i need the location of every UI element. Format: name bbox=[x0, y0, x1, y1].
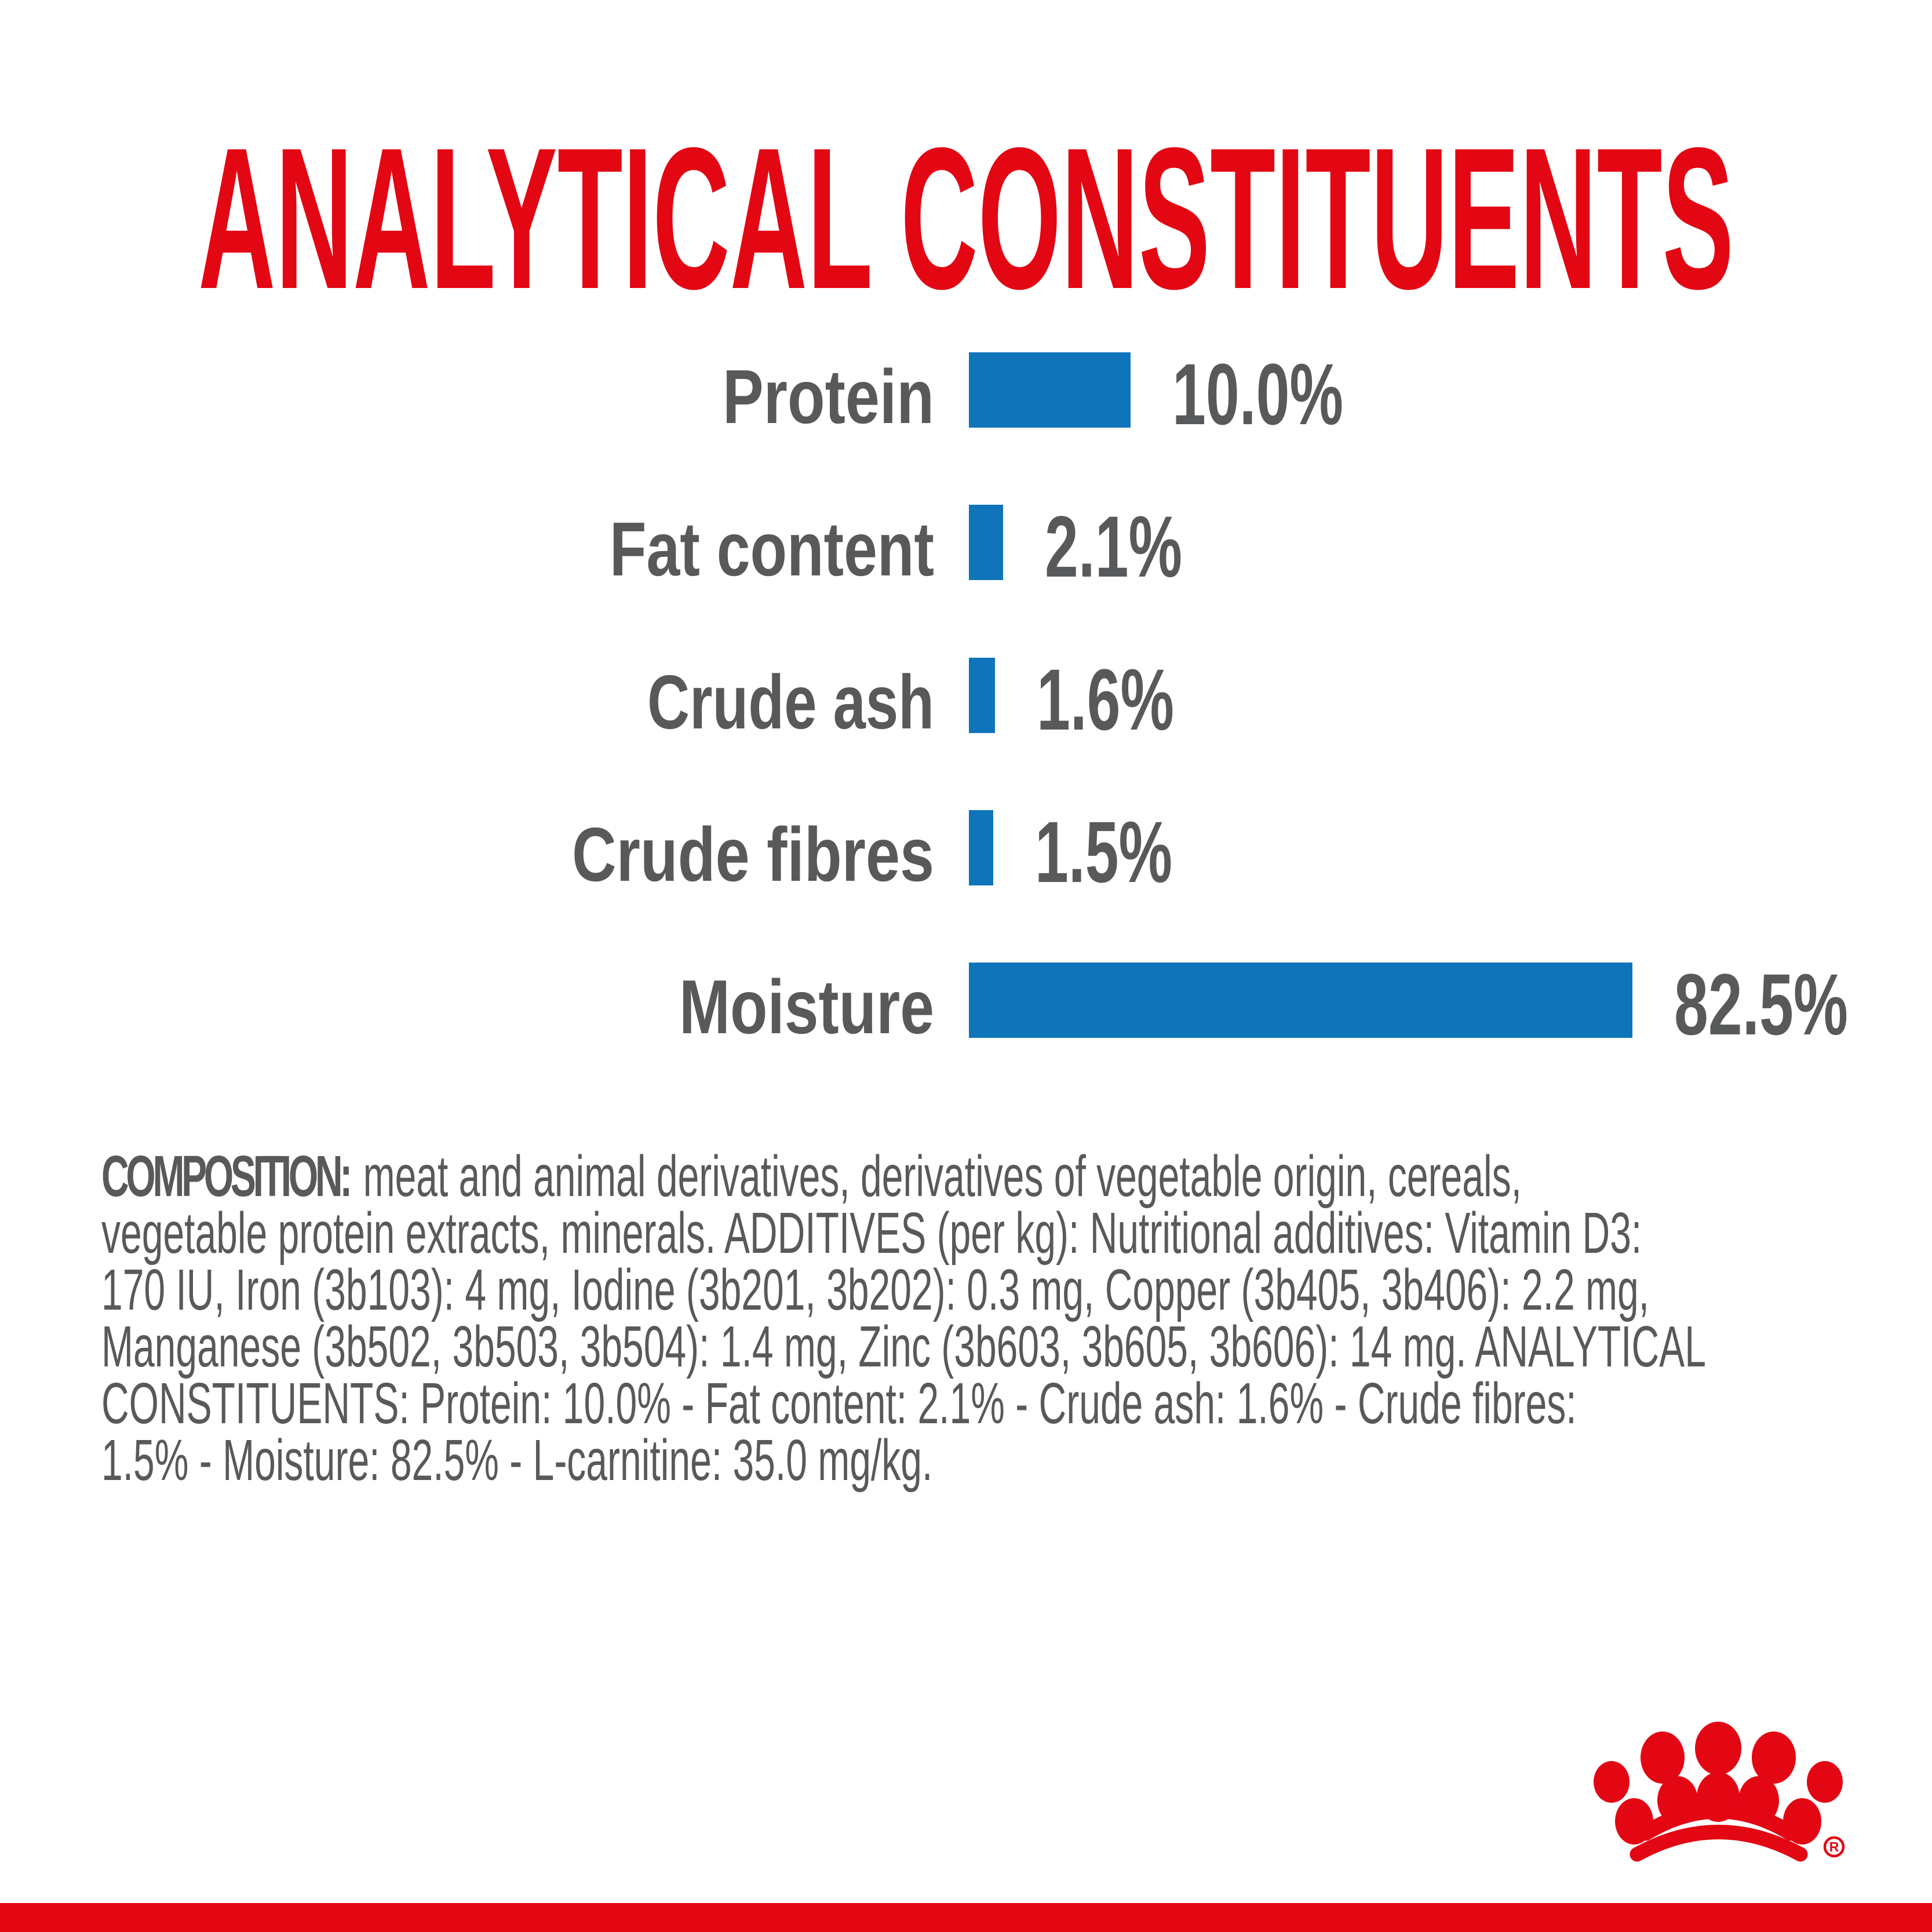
bar-label-crude-fibres: Crude fibres bbox=[572, 812, 934, 897]
crown-dot-icon bbox=[1641, 1731, 1685, 1784]
svg-text:R: R bbox=[1829, 1839, 1839, 1854]
bar-value-fat-content: 2.1% bbox=[1045, 498, 1182, 595]
crown-arc-lower bbox=[1630, 1825, 1808, 1862]
chart-row-crude-ash: Crude ash 1.6% bbox=[647, 651, 1174, 748]
chart-row-protein: Protein 10.0% bbox=[723, 345, 1343, 443]
crown-dot-icon bbox=[1695, 1722, 1741, 1775]
bar-fat-content bbox=[969, 505, 1003, 580]
composition-line: COMPOSITION: meat and animal derivatives… bbox=[101, 1147, 1784, 1205]
bar-value-moisture: 82.5% bbox=[1674, 956, 1848, 1053]
composition-line-text: meat and animal derivatives, derivatives… bbox=[352, 1144, 1522, 1209]
page-title: ANALYTICAL CONSTITUENTS bbox=[198, 105, 1734, 331]
bar-label-moisture: Moisture bbox=[679, 964, 934, 1049]
bar-value-crude-ash: 1.6% bbox=[1037, 651, 1174, 748]
registered-trademark-icon: R bbox=[1823, 1836, 1845, 1858]
bar-label-fat-content: Fat content bbox=[610, 506, 934, 592]
chart-row-moisture: Moisture 82.5% bbox=[679, 956, 1848, 1053]
composition-line: 170 IU, Iron (3b103): 4 mg, Iodine (3b20… bbox=[101, 1257, 1650, 1322]
bar-label-crude-ash: Crude ash bbox=[647, 659, 934, 745]
crown-arc-upper bbox=[1638, 1803, 1799, 1841]
composition-line: 1.5% - Moisture: 82.5% - L-carnitine: 35… bbox=[101, 1428, 933, 1493]
bar-crude-ash bbox=[969, 658, 995, 733]
footer-red-bar bbox=[0, 1903, 1932, 1932]
bar-value-protein: 10.0% bbox=[1172, 345, 1343, 443]
crown-dot-icon bbox=[1752, 1731, 1796, 1784]
bar-moisture bbox=[969, 963, 1632, 1038]
bar-crude-fibres bbox=[969, 810, 993, 885]
crown-dot-icon bbox=[1807, 1761, 1843, 1803]
composition-bold-lead: COMPOSITION: bbox=[101, 1144, 352, 1209]
composition-paragraph: COMPOSITION: meat and animal derivatives… bbox=[101, 1147, 1784, 1493]
bar-protein bbox=[969, 352, 1131, 428]
chart-row-fat-content: Fat content 2.1% bbox=[610, 498, 1182, 595]
crown-dot-icon bbox=[1594, 1761, 1630, 1803]
composition-line: CONSTITUENTS: Protein: 10.0% - Fat conte… bbox=[101, 1371, 1577, 1436]
bar-label-protein: Protein bbox=[723, 354, 934, 439]
royal-canin-crown-logo: R bbox=[1594, 1722, 1845, 1862]
chart-row-crude-fibres: Crude fibres 1.5% bbox=[572, 803, 1172, 901]
bar-value-crude-fibres: 1.5% bbox=[1035, 803, 1172, 901]
composition-line: Manganese (3b502, 3b503, 3b504): 1.4 mg,… bbox=[101, 1314, 1706, 1379]
composition-line: vegetable protein extracts, minerals. AD… bbox=[101, 1201, 1642, 1266]
